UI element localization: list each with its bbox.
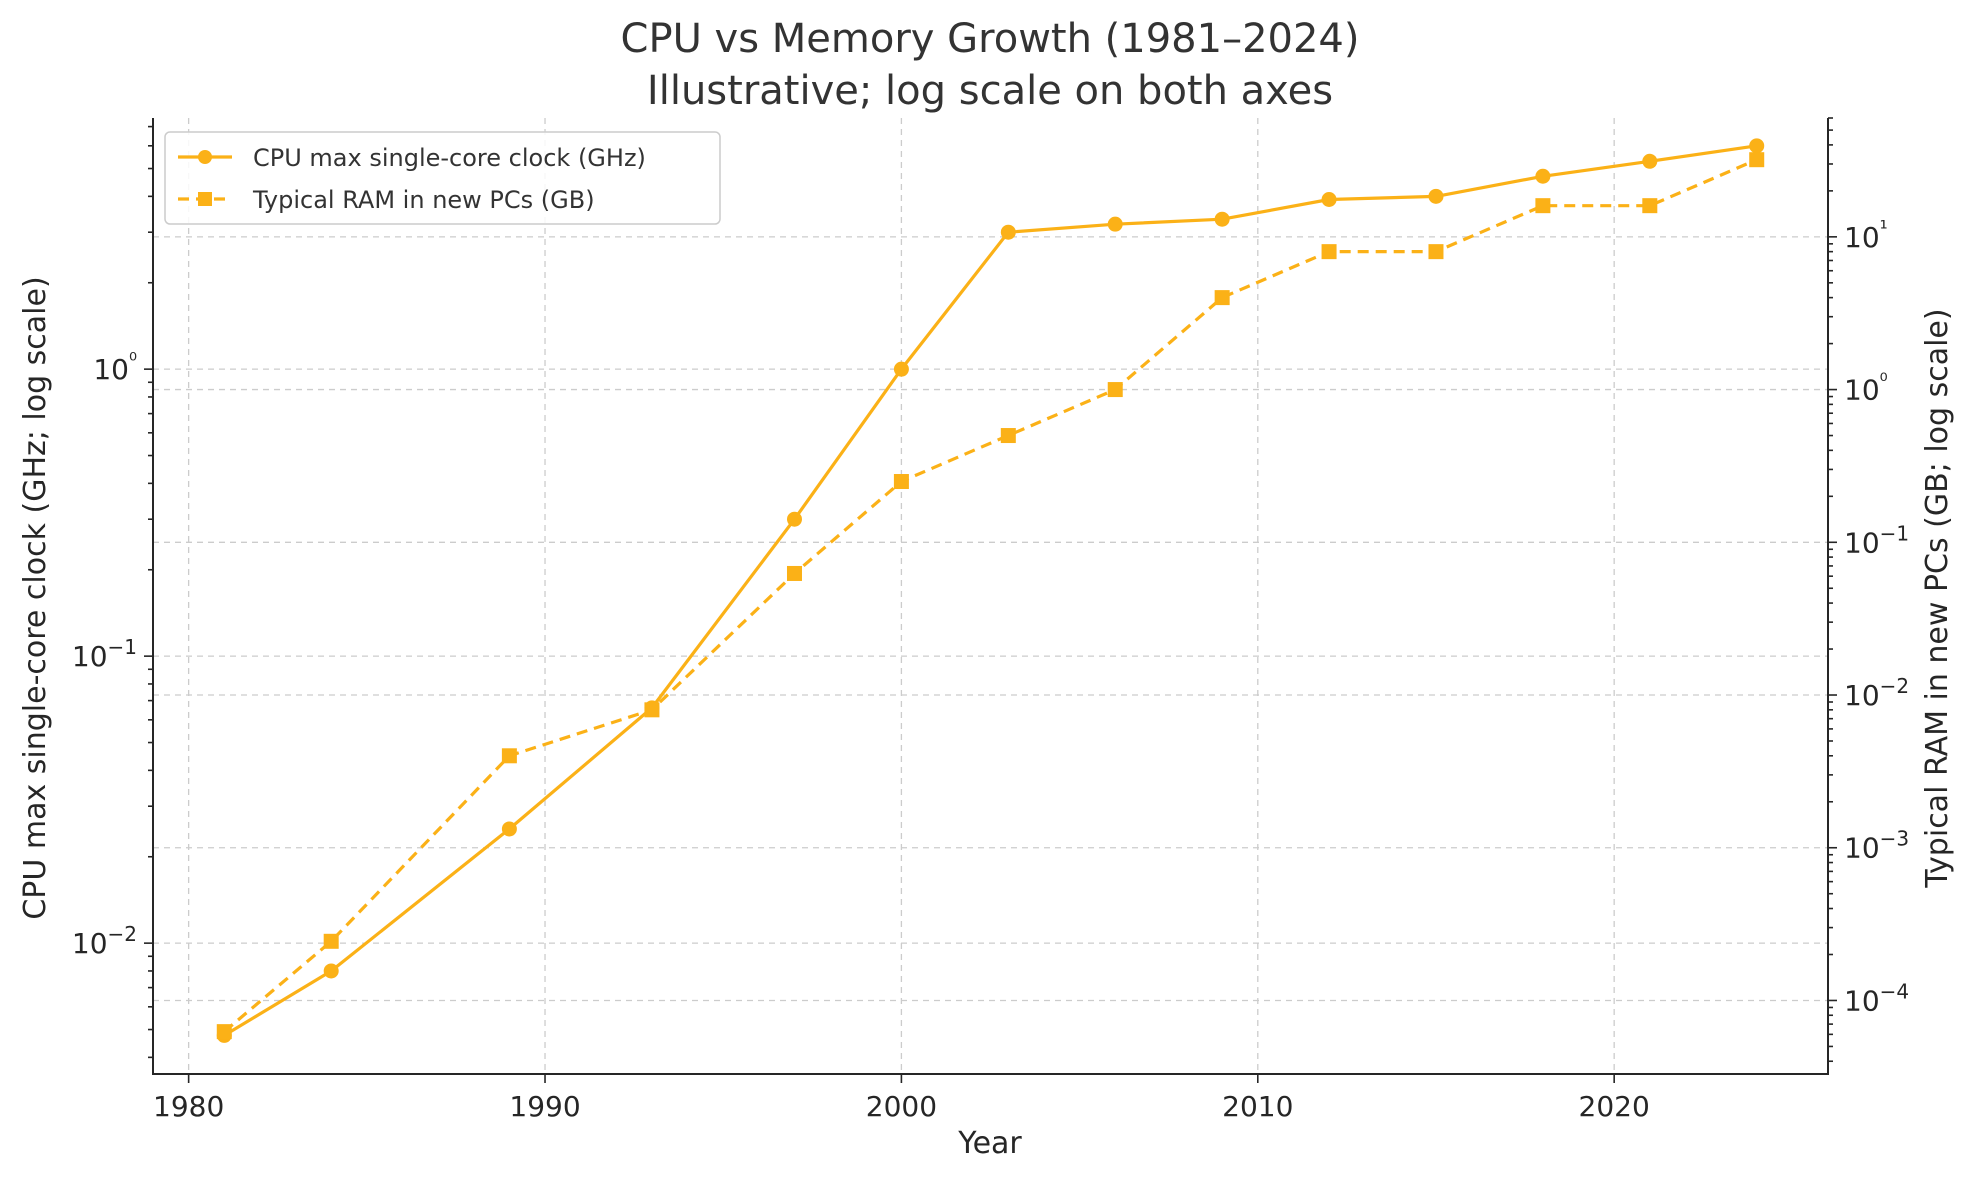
right-y-tick-label: 10¹ xyxy=(1844,216,1888,254)
cpu-point-2006 xyxy=(1107,216,1123,232)
cpu-point-1984 xyxy=(323,963,339,979)
left-y-tick-label: 10⁰ xyxy=(93,348,137,386)
legend-marker-cpu xyxy=(198,150,212,164)
ram-point-2003 xyxy=(1000,428,1016,444)
legend-marker-ram xyxy=(198,192,212,206)
right-y-tick-label: 10−2 xyxy=(1844,674,1909,712)
ram-point-2006 xyxy=(1107,382,1123,398)
cpu-point-1989 xyxy=(501,821,517,837)
axes-layer: 1980 1990 2000 2010 2020 10−2 10−1 10⁰ 10−4 10−3 1… xyxy=(72,117,1909,1123)
ram-series-line xyxy=(223,158,1758,1033)
cpu-series-line xyxy=(223,144,1757,1037)
ram-point-2018 xyxy=(1535,198,1551,214)
cpu-point-2009 xyxy=(1214,211,1230,227)
ram-point-1981 xyxy=(216,1024,232,1040)
right-y-tick-label: 10−3 xyxy=(1844,827,1909,865)
left-y-tick-label: 10−2 xyxy=(72,922,137,960)
ram-point-2024 xyxy=(1749,152,1765,168)
chart-title: CPU vs Memory Growth (1981–2024) xyxy=(621,16,1360,62)
cpu-point-2018 xyxy=(1535,168,1551,184)
cpu-point-2024 xyxy=(1749,138,1765,154)
x-tick-label: 2000 xyxy=(866,1090,937,1123)
ram-point-2009 xyxy=(1214,290,1230,306)
right-y-tick-label: 10⁰ xyxy=(1844,369,1888,407)
ram-point-1984 xyxy=(323,933,339,949)
axes-frame xyxy=(152,118,1829,1075)
ram-point-1989 xyxy=(501,748,517,764)
x-tick-label: 1980 xyxy=(153,1090,224,1123)
ram-point-2000 xyxy=(893,474,909,490)
ram-point-1993 xyxy=(644,702,660,718)
cpu-point-2015 xyxy=(1428,188,1444,204)
chart-subtitle: Illustrative; log scale on both axes xyxy=(647,68,1333,114)
x-tick-label: 2020 xyxy=(1579,1090,1650,1123)
cpu-point-1997 xyxy=(786,511,802,527)
ram-point-2012 xyxy=(1321,244,1337,260)
cpu-point-2012 xyxy=(1321,192,1337,208)
ram-point-1997 xyxy=(786,565,802,581)
ram-point-2015 xyxy=(1428,244,1444,260)
cpu-point-2000 xyxy=(893,361,909,377)
x-tick-label: 2010 xyxy=(1222,1090,1293,1123)
legend-label-ram: Typical RAM in new PCs (GB) xyxy=(252,186,595,214)
legend: CPU max single-core clock (GHz) Typical … xyxy=(164,131,721,225)
legend-box xyxy=(164,131,721,225)
left-y-tick-label: 10−1 xyxy=(72,635,137,673)
x-tick-label: 1990 xyxy=(509,1090,580,1123)
right-y-axis-label: Typical RAM in new PCs (GB; log scale) xyxy=(1920,308,1955,888)
cpu-point-2003 xyxy=(1000,224,1016,240)
right-y-tick-label: 10−1 xyxy=(1844,521,1909,559)
legend-label-cpu: CPU max single-core clock (GHz) xyxy=(253,144,646,172)
series-layer xyxy=(216,138,1765,1043)
ram-point-2021 xyxy=(1642,198,1658,214)
cpu-point-2021 xyxy=(1642,153,1658,169)
right-y-tick-label: 10−4 xyxy=(1844,979,1909,1017)
x-axis-label: Year xyxy=(957,1126,1022,1161)
left-y-axis-label: CPU max single-core clock (GHz; log scal… xyxy=(18,276,53,919)
grid-layer xyxy=(153,118,1828,1074)
